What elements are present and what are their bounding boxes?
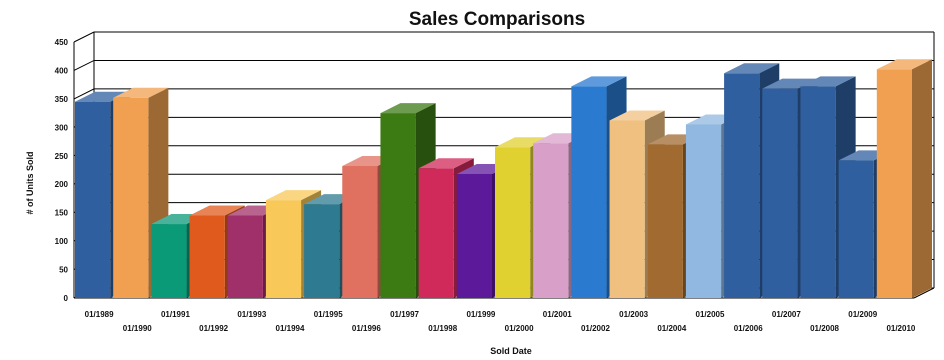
bar-top	[75, 91, 131, 102]
bar-front	[75, 101, 111, 298]
bar-front	[380, 113, 416, 298]
x-tick-label: 01/1990	[123, 324, 152, 333]
x-tick-label: 01/2005	[696, 310, 725, 319]
bar-top	[876, 59, 932, 70]
gridline	[73, 31, 934, 43]
gridline	[73, 59, 934, 71]
bar-front	[838, 160, 874, 298]
bar-front	[456, 173, 492, 298]
x-tick-label: 01/1992	[199, 324, 228, 333]
bar-top	[495, 137, 551, 148]
bar-front	[113, 97, 149, 298]
bar-front	[685, 124, 722, 298]
y-axis-label: # of Units Sold	[25, 152, 35, 215]
x-tick-label: 01/2007	[772, 310, 801, 319]
x-tick-label: 01/1989	[85, 310, 114, 319]
y-tick-label: 250	[55, 152, 69, 161]
x-tick-label: 01/2004	[657, 324, 686, 333]
bar-front	[189, 215, 225, 298]
y-tick-label: 200	[55, 180, 69, 189]
bar-front	[876, 69, 912, 298]
y-tick-label: 300	[55, 123, 69, 132]
bar-front	[724, 73, 760, 299]
x-tick-label: 01/1997	[390, 310, 419, 319]
x-tick-label: 01/1994	[276, 324, 305, 333]
bar-top	[189, 205, 245, 216]
x-tick-label: 01/1998	[428, 324, 457, 333]
bar-front	[609, 120, 645, 298]
x-tick-label: 01/1991	[161, 310, 190, 319]
bar-top	[800, 76, 856, 87]
x-tick-label: 01/1993	[237, 310, 266, 319]
x-tick-label: 01/2008	[810, 324, 839, 333]
x-tick-label: 01/2001	[543, 310, 572, 319]
x-tick-label: 01/2009	[848, 310, 877, 319]
bar-front	[227, 215, 263, 298]
bar-front	[151, 224, 187, 298]
y-tick-label: 50	[59, 266, 68, 275]
bar-top	[609, 110, 665, 121]
bar-side	[912, 59, 932, 298]
x-tick-label: 01/2010	[886, 324, 915, 333]
x-tick-label: 01/2006	[734, 324, 763, 333]
bar-top	[762, 78, 818, 89]
bar-front	[342, 166, 378, 298]
y-axis-ticks: 0 50 100 150 200 250 300 350 400 450	[55, 38, 69, 303]
bar-front	[533, 143, 569, 298]
x-tick-label: 01/2000	[505, 324, 534, 333]
bar-front	[647, 144, 683, 298]
chart-title: Sales Comparisons	[409, 9, 585, 30]
x-tick-label: 01/1995	[314, 310, 343, 319]
bar-top	[418, 158, 474, 169]
x-axis-label: Sold Date	[490, 346, 532, 356]
bar-front	[265, 200, 302, 298]
bar-top	[265, 190, 322, 201]
x-tick-label: 01/1999	[466, 310, 495, 319]
bar-front	[762, 88, 798, 298]
y-tick-label: 450	[55, 38, 69, 47]
y-tick-label: 350	[55, 95, 69, 104]
bar-top	[571, 76, 627, 87]
bar-front	[304, 204, 340, 298]
x-axis-ticks: 01/1989 01/1990 01/1991 01/1992 01/1993 01/19…	[85, 310, 916, 333]
y-tick-label: 0	[64, 294, 69, 303]
bar-top	[113, 87, 169, 98]
bar-front	[495, 147, 531, 298]
bar-front	[571, 86, 607, 298]
y-tick-label: 150	[55, 209, 69, 218]
bar-front	[418, 168, 454, 298]
y-tick-label: 100	[55, 237, 69, 246]
y-tick-label: 400	[55, 66, 69, 75]
x-tick-label: 01/1996	[352, 324, 381, 333]
x-tick-label: 01/2002	[581, 324, 610, 333]
floor-edge	[913, 287, 935, 299]
x-tick-label: 01/2003	[619, 310, 648, 319]
bar	[876, 59, 932, 298]
bar-front	[800, 86, 836, 298]
bar-top	[380, 103, 436, 114]
bars	[75, 59, 932, 299]
bar-top	[724, 63, 780, 74]
